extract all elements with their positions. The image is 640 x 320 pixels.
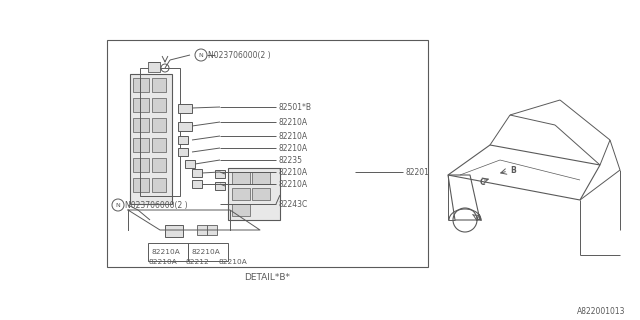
Text: 82210A: 82210A [278,132,307,140]
Bar [192,169,202,177]
Bar [152,98,166,112]
Bar [228,168,280,220]
Text: 82210A: 82210A [278,143,307,153]
Text: 82501*B: 82501*B [278,102,311,111]
Text: C: C [480,178,486,187]
Bar [252,172,270,184]
Bar [152,138,166,152]
Bar [133,98,149,112]
Text: 82210A: 82210A [191,249,220,255]
Bar [152,78,166,92]
Bar [133,158,149,172]
Bar [232,204,250,216]
Bar [215,170,225,178]
Text: 82210A: 82210A [278,117,307,126]
Bar [152,178,166,192]
Text: N023706000(2 ): N023706000(2 ) [125,201,188,210]
Bar [152,118,166,132]
Text: 82210A: 82210A [278,167,307,177]
Bar [165,225,183,237]
Bar [140,68,180,196]
Bar [207,225,217,235]
Text: N023706000(2 ): N023706000(2 ) [208,51,271,60]
Bar [188,243,228,261]
Text: 82201: 82201 [405,167,429,177]
Bar [133,178,149,192]
Bar [215,182,225,190]
Text: N: N [198,52,204,58]
Bar [133,118,149,132]
Bar [152,158,166,172]
Bar [107,40,428,267]
Text: 82235: 82235 [278,156,302,164]
Bar [185,160,195,168]
Text: 82210A: 82210A [218,259,247,265]
Bar [178,136,188,144]
Bar [133,78,149,92]
Text: 82243C: 82243C [278,199,307,209]
Text: A: A [476,213,482,222]
Text: 82212: 82212 [185,259,209,265]
Bar [232,172,250,184]
Text: B: B [510,165,516,174]
Bar [130,74,172,204]
Bar [192,180,202,188]
Bar [148,243,188,261]
Bar [178,148,188,156]
Bar [133,138,149,152]
Text: DETAIL*B*: DETAIL*B* [244,274,290,283]
Text: 82210A: 82210A [151,249,180,255]
Bar [178,122,192,131]
Bar [252,188,270,200]
Text: 82210A: 82210A [278,180,307,188]
Bar [197,225,207,235]
Bar [178,104,192,113]
Text: A822001013: A822001013 [577,308,625,316]
Text: N: N [116,203,120,207]
Bar [232,188,250,200]
Bar [148,62,160,72]
Text: 82210A: 82210A [148,259,177,265]
